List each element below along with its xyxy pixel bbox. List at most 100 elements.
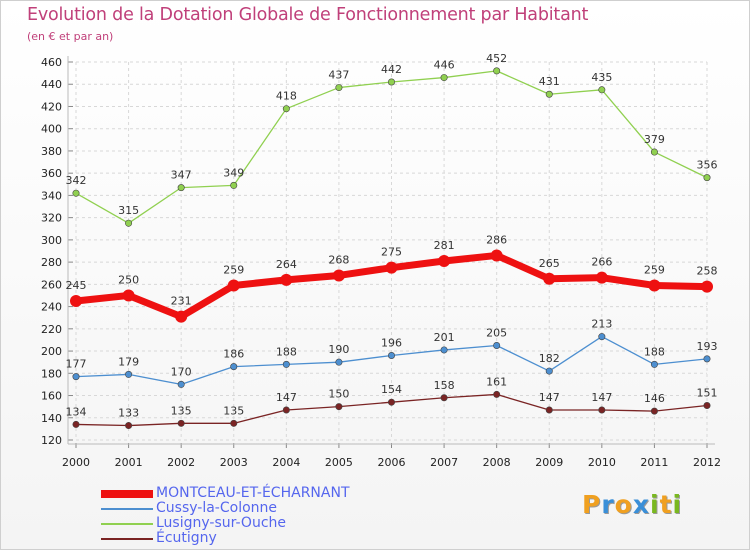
- y-tick-label: 300: [41, 234, 62, 247]
- data-label-cussy-la-colonne: 179: [118, 355, 139, 368]
- data-point-montceau-et-echarnant: [227, 279, 240, 292]
- data-point-lusigny-sur-ouche: [230, 181, 238, 189]
- series-lines: [70, 67, 713, 430]
- logo-letter: P: [582, 490, 602, 519]
- data-label-cussy-la-colonne: 182: [539, 352, 560, 365]
- x-tick-label: 2002: [167, 456, 195, 469]
- y-tick-label: 360: [41, 167, 62, 180]
- data-point-cussy-la-colonne: [125, 370, 133, 378]
- data-point-cussy-la-colonne: [282, 360, 290, 368]
- data-label-montceau-et-echarnant: 275: [381, 246, 402, 259]
- data-point-cussy-la-colonne: [230, 363, 238, 371]
- data-point-montceau-et-echarnant: [175, 310, 188, 323]
- x-tick-label: 2006: [378, 456, 406, 469]
- data-label-cussy-la-colonne: 190: [328, 343, 349, 356]
- data-point-montceau-et-echarnant: [648, 279, 661, 292]
- x-tick-label: 2012: [693, 456, 721, 469]
- data-point-lusigny-sur-ouche: [335, 84, 343, 92]
- data-point-ecutigny: [282, 406, 290, 414]
- y-tick-label: 320: [41, 212, 62, 225]
- axes: 120 140 160 180 200 220 240 260 280 300 320 340 360 3…: [41, 56, 721, 469]
- data-label-ecutigny: 147: [539, 391, 560, 404]
- data-point-lusigny-sur-ouche: [282, 105, 290, 113]
- logo-letter: o: [614, 490, 633, 519]
- y-tick-label: 180: [41, 367, 62, 380]
- data-point-lusigny-sur-ouche: [598, 86, 606, 94]
- data-point-lusigny-sur-ouche: [703, 174, 711, 182]
- data-label-lusigny-sur-ouche: 452: [486, 52, 507, 65]
- data-point-cussy-la-colonne: [703, 355, 711, 363]
- data-point-lusigny-sur-ouche: [177, 184, 185, 192]
- data-label-cussy-la-colonne: 177: [66, 358, 87, 371]
- data-point-montceau-et-echarnant: [543, 272, 556, 285]
- y-tick-label: 460: [41, 56, 62, 69]
- data-label-ecutigny: 135: [223, 404, 244, 417]
- data-point-ecutigny: [440, 394, 448, 402]
- logo-letter: i: [672, 490, 683, 519]
- data-point-ecutigny: [387, 398, 395, 406]
- data-label-ecutigny: 150: [328, 388, 349, 401]
- data-point-lusigny-sur-ouche: [545, 90, 553, 98]
- data-label-lusigny-sur-ouche: 437: [328, 69, 349, 82]
- x-tick-label: 2010: [588, 456, 616, 469]
- data-point-montceau-et-echarnant: [438, 255, 451, 268]
- data-label-ecutigny: 133: [118, 407, 139, 420]
- data-point-montceau-et-echarnant: [70, 295, 82, 308]
- data-point-ecutigny: [230, 419, 238, 427]
- data-point-cussy-la-colonne: [335, 358, 343, 366]
- data-point-montceau-et-echarnant: [122, 289, 135, 302]
- x-tick-label: 2007: [430, 456, 458, 469]
- y-tick-label: 240: [41, 301, 62, 314]
- data-label-ecutigny: 147: [276, 391, 297, 404]
- legend-swatch: [101, 507, 153, 510]
- proxiti-logo: Proxiti: [582, 490, 682, 519]
- data-point-montceau-et-echarnant: [595, 271, 608, 284]
- data-label-ecutigny: 154: [381, 383, 402, 396]
- logo-letter: t: [659, 490, 673, 519]
- grid-lines: [75, 61, 708, 441]
- data-label-montceau-et-echarnant: 259: [223, 263, 244, 276]
- x-tick-label: 2001: [115, 456, 143, 469]
- data-point-ecutigny: [335, 403, 343, 411]
- data-label-cussy-la-colonne: 213: [591, 318, 612, 331]
- data-point-ecutigny: [598, 406, 606, 414]
- data-label-montceau-et-echarnant: 259: [644, 263, 665, 276]
- data-point-cussy-la-colonne: [598, 333, 606, 341]
- data-label-montceau-et-echarnant: 231: [171, 295, 192, 308]
- legend-label: Lusigny-sur-Ouche: [156, 515, 287, 531]
- legend-swatch: [101, 522, 153, 525]
- data-point-lusigny-sur-ouche: [493, 67, 501, 75]
- data-label-cussy-la-colonne: 193: [697, 340, 718, 353]
- data-label-montceau-et-echarnant: 264: [276, 258, 297, 271]
- x-tick-label: 2003: [220, 456, 248, 469]
- y-tick-label: 140: [41, 412, 62, 425]
- data-point-cussy-la-colonne: [387, 352, 395, 360]
- data-label-cussy-la-colonne: 188: [276, 345, 297, 358]
- data-label-cussy-la-colonne: 170: [171, 365, 192, 378]
- data-label-lusigny-sur-ouche: 349: [223, 166, 244, 179]
- data-label-lusigny-sur-ouche: 379: [644, 133, 665, 146]
- data-label-montceau-et-echarnant: 265: [539, 257, 560, 270]
- data-label-ecutigny: 147: [591, 391, 612, 404]
- data-label-cussy-la-colonne: 196: [381, 337, 402, 350]
- x-tick-label: 2004: [272, 456, 300, 469]
- data-label-ecutigny: 158: [434, 379, 455, 392]
- data-point-cussy-la-colonne: [440, 346, 448, 354]
- data-label-lusigny-sur-ouche: 315: [118, 204, 139, 217]
- chart-title: Evolution de la Dotation Globale de Fonc…: [27, 5, 589, 25]
- legend-swatch: [101, 489, 153, 498]
- data-label-lusigny-sur-ouche: 356: [697, 159, 718, 172]
- data-point-ecutigny: [493, 390, 501, 398]
- y-tick-label: 120: [41, 434, 62, 447]
- x-tick-label: 2005: [325, 456, 353, 469]
- y-tick-label: 200: [41, 345, 62, 358]
- y-tick-label: 260: [41, 278, 62, 291]
- data-label-ecutigny: 134: [66, 405, 87, 418]
- data-label-ecutigny: 161: [486, 375, 507, 388]
- legend-label: Cussy-la-Colonne: [156, 500, 278, 516]
- data-label-montceau-et-echarnant: 268: [328, 253, 349, 266]
- data-point-montceau-et-echarnant: [385, 261, 398, 274]
- legend-label: MONTCEAU-ET-ÉCHARNANT: [156, 485, 350, 501]
- data-label-montceau-et-echarnant: 250: [118, 273, 139, 286]
